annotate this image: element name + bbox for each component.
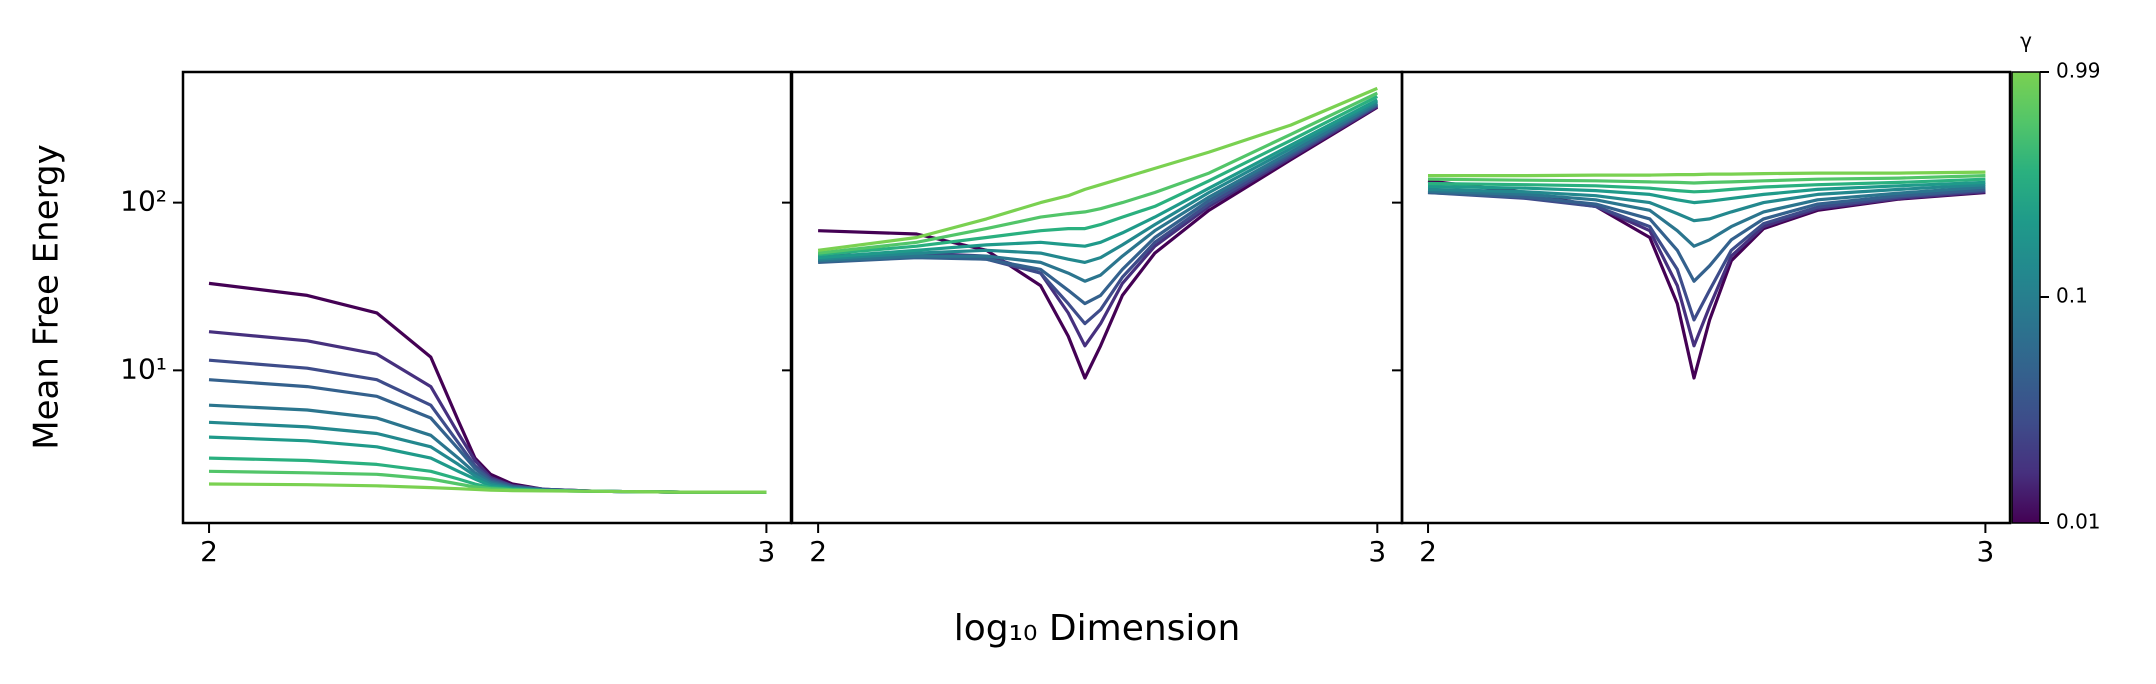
series-line xyxy=(208,420,767,494)
colorbar-tick-label: 0.99 xyxy=(2056,59,2101,83)
x-axis-label: log₁₀ Dimension xyxy=(954,608,1241,649)
series-line xyxy=(208,403,767,494)
y-tick-label: 10¹ xyxy=(120,352,167,385)
plot-area xyxy=(817,86,1379,380)
series-line xyxy=(1428,170,1986,178)
series-line xyxy=(817,91,1378,255)
series-line xyxy=(1427,189,1986,322)
colorbar-tick-label: 0.01 xyxy=(2056,510,2101,534)
series-line xyxy=(1427,180,1986,205)
series-line xyxy=(208,482,767,494)
x-tick-label: 3 xyxy=(1368,535,1386,568)
axes-frame xyxy=(1400,70,2012,525)
x-tick-label: 2 xyxy=(809,535,827,568)
colorbar-label: γ xyxy=(2020,29,2032,53)
series-line xyxy=(1427,177,1986,194)
x-tick-label: 3 xyxy=(1976,535,1994,568)
y-tick-label: 10² xyxy=(120,185,167,218)
plot-area xyxy=(1427,170,1986,380)
y-axis-label: Mean Free Energy xyxy=(27,144,67,449)
series-line xyxy=(818,103,1379,306)
series-line xyxy=(818,105,1379,380)
series-line xyxy=(818,100,1379,264)
colorbar-tick-label: 0.1 xyxy=(2056,284,2088,308)
axes-frame xyxy=(181,70,793,525)
series-line xyxy=(208,330,767,494)
series-line xyxy=(1427,187,1986,283)
series-line xyxy=(818,102,1379,283)
x-tick-label: 2 xyxy=(200,535,218,568)
series-line xyxy=(1427,183,1986,223)
series-line xyxy=(1427,179,1986,380)
series-line xyxy=(817,98,1379,260)
x-tick-label: 2 xyxy=(1419,535,1437,568)
series-line xyxy=(1427,174,1986,185)
series-line xyxy=(817,94,1379,257)
x-tick-label: 3 xyxy=(757,535,775,568)
colorbar xyxy=(2011,71,2041,524)
series-line xyxy=(1427,185,1986,248)
series-line xyxy=(817,86,1378,252)
plot-area xyxy=(208,281,767,494)
